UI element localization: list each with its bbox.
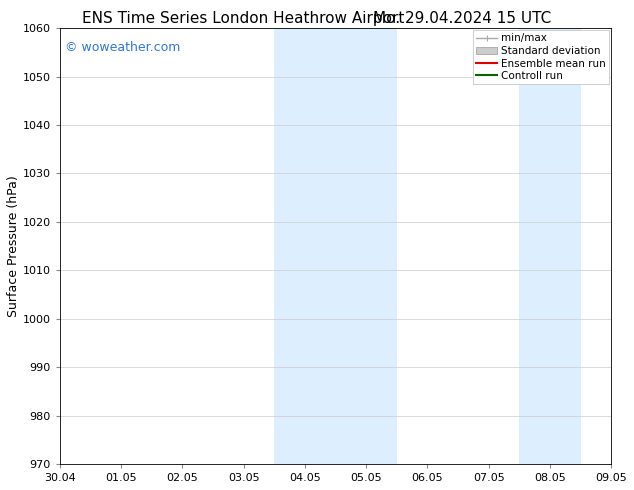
Bar: [519, 28, 581, 464]
Y-axis label: Surface Pressure (hPa): Surface Pressure (hPa): [7, 175, 20, 317]
Text: ENS Time Series London Heathrow Airport: ENS Time Series London Heathrow Airport: [82, 11, 404, 26]
Text: Mo. 29.04.2024 15 UTC: Mo. 29.04.2024 15 UTC: [373, 11, 552, 26]
Legend: min/max, Standard deviation, Ensemble mean run, Controll run: min/max, Standard deviation, Ensemble me…: [473, 30, 609, 84]
Text: © woweather.com: © woweather.com: [65, 41, 181, 54]
Bar: [335, 28, 397, 464]
Bar: [275, 28, 335, 464]
